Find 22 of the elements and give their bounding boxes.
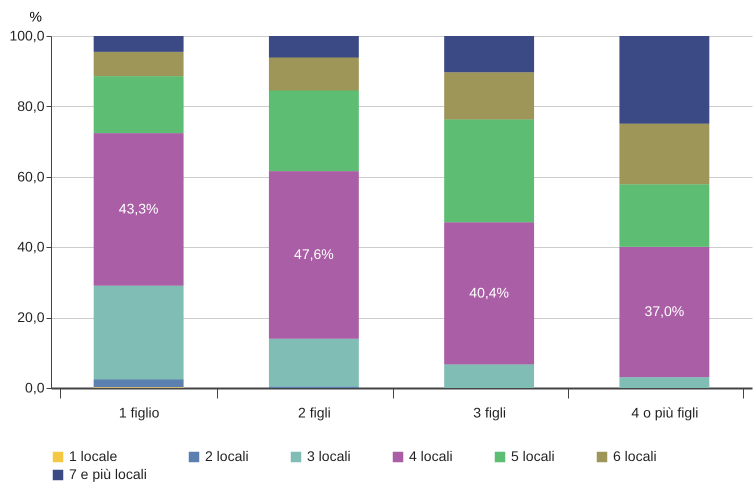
x-tick-label: 1 figlio	[118, 404, 160, 420]
x-tick-label: 3 figli	[473, 404, 506, 420]
y-tick-label: 20,0	[17, 309, 45, 326]
data-label: 43,3%	[118, 200, 158, 216]
legend-label: 3 locali	[307, 448, 351, 464]
data-label: 40,4%	[469, 284, 509, 300]
y-tick-label: 60,0	[17, 168, 45, 184]
legend-label: 7 e più locali	[69, 466, 147, 482]
legend-label: 2 locali	[205, 448, 249, 464]
legend-label: 4 locali	[409, 448, 453, 464]
y-tick-label: 40,0	[17, 238, 45, 255]
legend-label: 5 locali	[511, 448, 555, 464]
data-label: 47,6%	[294, 246, 334, 262]
y-axis-title: %	[30, 8, 42, 24]
x-tick-label: 4 o più figli	[631, 404, 698, 420]
y-tick-label: 0,0	[25, 380, 45, 396]
legend-label: 6 locali	[613, 448, 657, 464]
y-tick-label: 100,0	[9, 28, 45, 44]
y-tick-label: 80,0	[17, 98, 45, 114]
x-tick-label: 2 figli	[298, 404, 331, 420]
legend-label: 1 locale	[69, 448, 118, 464]
data-label: 37,0%	[644, 302, 684, 319]
